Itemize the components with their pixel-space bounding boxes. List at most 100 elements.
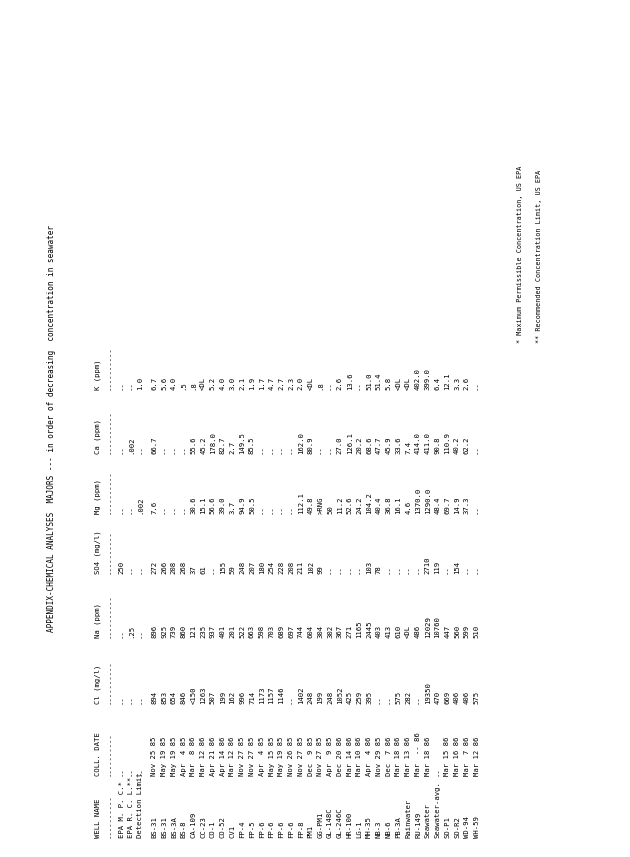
Text: 121: 121 — [190, 626, 197, 638]
Text: 12.1: 12.1 — [444, 373, 450, 390]
Text: 82.7: 82.7 — [220, 437, 226, 454]
Text: 51.0: 51.0 — [366, 373, 372, 390]
Text: 2.6: 2.6 — [337, 377, 343, 390]
Text: 112.1: 112.1 — [298, 492, 304, 514]
Text: * Maximum Permissible Concentration, US EPA: * Maximum Permissible Concentration, US … — [517, 165, 523, 343]
Text: 507: 507 — [210, 692, 216, 704]
Text: 697: 697 — [288, 626, 294, 638]
Text: Mar 12 86: Mar 12 86 — [229, 736, 236, 776]
Text: 896: 896 — [151, 626, 158, 638]
Text: <DL: <DL — [396, 377, 401, 390]
Text: ----------: ---------- — [107, 661, 113, 704]
Text: 403: 403 — [376, 626, 382, 638]
Text: Rainwater: Rainwater — [405, 799, 411, 838]
Text: CO-52: CO-52 — [220, 816, 226, 838]
Text: .8: .8 — [318, 381, 323, 390]
Text: --: -- — [171, 506, 177, 514]
Text: 282: 282 — [405, 692, 411, 704]
Text: Nov 27 85: Nov 27 85 — [249, 736, 255, 776]
Text: 1173: 1173 — [259, 687, 265, 704]
Text: 598: 598 — [259, 626, 265, 638]
Text: 2.7: 2.7 — [278, 377, 284, 390]
Text: 5.2: 5.2 — [210, 377, 216, 390]
Text: 414.0: 414.0 — [415, 432, 421, 454]
Text: 560: 560 — [454, 626, 460, 638]
Text: FP-6: FP-6 — [278, 821, 284, 838]
Text: 395: 395 — [366, 692, 372, 704]
Text: 207: 207 — [249, 561, 255, 574]
Text: 4.7: 4.7 — [268, 377, 275, 390]
Text: Ca (ppm): Ca (ppm) — [94, 419, 101, 454]
Text: .002: .002 — [137, 497, 144, 514]
Text: 399.0: 399.0 — [425, 368, 431, 390]
Text: --: -- — [327, 566, 333, 574]
Text: 102: 102 — [307, 561, 314, 574]
Text: 860: 860 — [181, 626, 186, 638]
Text: 103: 103 — [366, 561, 372, 574]
Text: NB-3: NB-3 — [376, 821, 382, 838]
Text: 1146: 1146 — [278, 687, 284, 704]
Text: 45.9: 45.9 — [386, 437, 392, 454]
Text: 48.4: 48.4 — [435, 497, 440, 514]
Text: 59: 59 — [229, 566, 236, 574]
Text: ----------: ---------- — [107, 530, 113, 574]
Text: 266: 266 — [161, 561, 167, 574]
Text: --: -- — [288, 446, 294, 454]
Text: 406: 406 — [454, 692, 460, 704]
Text: Nov 25 85: Nov 25 85 — [151, 736, 158, 776]
Text: 1165: 1165 — [357, 621, 362, 638]
Text: 1052: 1052 — [337, 687, 343, 704]
Text: 5.8: 5.8 — [386, 377, 392, 390]
Text: --: -- — [346, 566, 353, 574]
Text: 162.0: 162.0 — [298, 432, 304, 454]
Text: --: -- — [181, 446, 186, 454]
Text: 268: 268 — [181, 561, 186, 574]
Text: 3.0: 3.0 — [229, 377, 236, 390]
Text: CA-109: CA-109 — [190, 812, 197, 838]
Text: 10760: 10760 — [435, 616, 440, 638]
Text: Dec  9 85: Dec 9 85 — [307, 736, 314, 776]
Text: --: -- — [464, 566, 470, 574]
Text: ----------: ---------- — [107, 595, 113, 638]
Text: 62.2: 62.2 — [464, 437, 470, 454]
Text: --: -- — [118, 446, 125, 454]
Text: 2.1: 2.1 — [239, 377, 245, 390]
Text: 925: 925 — [161, 626, 167, 638]
Text: 604: 604 — [307, 626, 314, 638]
Text: Apr  4 85: Apr 4 85 — [181, 736, 186, 776]
Text: --: -- — [288, 696, 294, 704]
Text: 510: 510 — [474, 626, 479, 638]
Text: 52.6: 52.6 — [346, 497, 353, 514]
Text: 199: 199 — [220, 692, 226, 704]
Text: <150: <150 — [190, 687, 197, 704]
Text: Mar 18 86: Mar 18 86 — [396, 736, 401, 776]
Text: 1.7: 1.7 — [259, 377, 265, 390]
Text: --: -- — [474, 506, 479, 514]
Text: 110.9: 110.9 — [444, 432, 450, 454]
Text: 68.6: 68.6 — [366, 437, 372, 454]
Text: ** Recommended Concentration Limit, US EPA: ** Recommended Concentration Limit, US E… — [536, 170, 542, 343]
Text: ----------: ---------- — [107, 794, 113, 838]
Text: 40.4: 40.4 — [376, 497, 382, 514]
Text: --: -- — [357, 566, 362, 574]
Text: 19350: 19350 — [425, 682, 431, 704]
Text: 2.3: 2.3 — [288, 377, 294, 390]
Text: 996: 996 — [239, 692, 245, 704]
Text: 211: 211 — [298, 561, 304, 574]
Text: Dec  7 86: Dec 7 86 — [386, 736, 392, 776]
Text: --: -- — [318, 446, 323, 454]
Text: --: -- — [386, 566, 392, 574]
Text: EPA R. C. L.**: EPA R. C. L.** — [128, 777, 134, 838]
Text: Mar 12 86: Mar 12 86 — [200, 736, 206, 776]
Text: --: -- — [259, 446, 265, 454]
Text: 36.8: 36.8 — [386, 497, 392, 514]
Text: 1.0: 1.0 — [137, 377, 144, 390]
Text: WD-94: WD-94 — [464, 816, 470, 838]
Text: CC-23: CC-23 — [200, 816, 206, 838]
Text: <DL: <DL — [307, 377, 314, 390]
Text: --: -- — [118, 630, 125, 638]
Text: 85.5: 85.5 — [249, 437, 255, 454]
Text: --: -- — [137, 630, 144, 638]
Text: --: -- — [118, 767, 125, 776]
Text: COLL. DATE: COLL. DATE — [94, 732, 101, 776]
